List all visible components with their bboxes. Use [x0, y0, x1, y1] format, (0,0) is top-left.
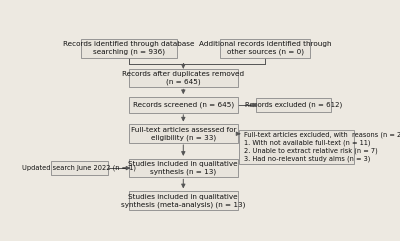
- Text: Studies included in qualitative
synthesis (meta-analysis) (n = 13): Studies included in qualitative synthesi…: [121, 194, 246, 208]
- FancyBboxPatch shape: [129, 191, 238, 210]
- Text: Full-text articles excluded, with  reasons (n = 21)
1. With not available full-t: Full-text articles excluded, with reason…: [244, 132, 400, 162]
- Text: Full-text articles assessed for
eligibility (n = 33): Full-text articles assessed for eligibil…: [130, 127, 236, 141]
- Text: Records screened (n = 645): Records screened (n = 645): [133, 102, 234, 108]
- FancyBboxPatch shape: [51, 161, 108, 175]
- FancyBboxPatch shape: [129, 159, 238, 177]
- FancyBboxPatch shape: [239, 130, 354, 164]
- FancyBboxPatch shape: [81, 39, 177, 58]
- Text: Records identified through database
searching (n = 936): Records identified through database sear…: [63, 41, 195, 55]
- Text: Additional records identified through
other sources (n = 0): Additional records identified through ot…: [199, 41, 332, 55]
- Text: Records after duplicates removed
(n = 645): Records after duplicates removed (n = 64…: [122, 71, 244, 85]
- FancyBboxPatch shape: [129, 69, 238, 87]
- Text: Updated search June 2022 (n = 1): Updated search June 2022 (n = 1): [22, 165, 136, 171]
- Text: Records excluded (n = 612): Records excluded (n = 612): [245, 102, 342, 108]
- FancyBboxPatch shape: [129, 97, 238, 113]
- FancyBboxPatch shape: [129, 125, 238, 143]
- FancyBboxPatch shape: [256, 98, 330, 112]
- FancyBboxPatch shape: [220, 39, 310, 58]
- Text: Studies included in qualitative
synthesis (n = 13): Studies included in qualitative synthesi…: [128, 161, 238, 175]
